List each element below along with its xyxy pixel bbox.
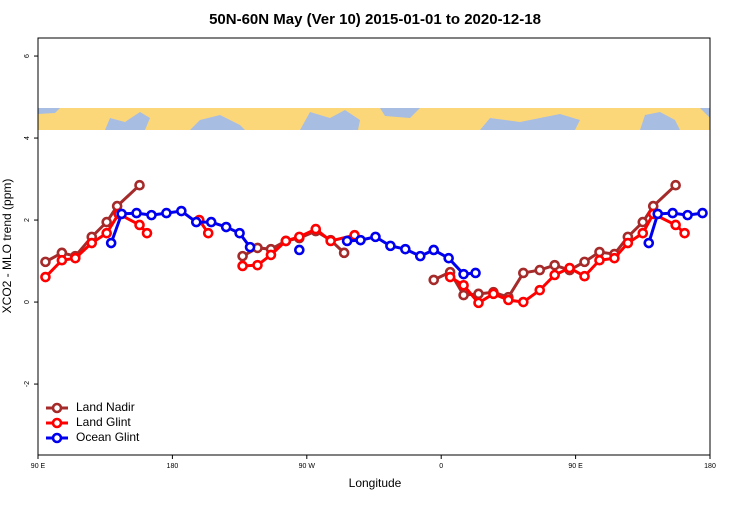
point: [428, 244, 440, 256]
point: [310, 223, 322, 235]
legend-label: Ocean Glint: [76, 430, 140, 444]
point: [503, 294, 514, 306]
y-tick-label: 0: [24, 300, 31, 304]
point: [341, 235, 353, 247]
point: [355, 234, 366, 246]
point: [134, 179, 145, 191]
point: [594, 254, 605, 266]
point: [697, 207, 708, 219]
point: [56, 254, 68, 266]
x-tick-label: 180: [167, 463, 179, 470]
point: [294, 231, 305, 243]
point: [252, 259, 263, 271]
point: [101, 227, 112, 239]
x-tick-label: 0: [439, 463, 443, 470]
point: [549, 259, 560, 271]
point: [458, 279, 469, 291]
point: [637, 216, 649, 228]
point: [549, 269, 560, 281]
point: [679, 227, 690, 239]
point: [643, 237, 655, 249]
point: [234, 227, 245, 239]
point: [622, 237, 634, 249]
point: [594, 246, 605, 258]
point: [237, 250, 248, 262]
point: [105, 237, 117, 249]
point: [400, 243, 411, 255]
series-line: [449, 211, 686, 305]
point: [518, 267, 529, 279]
point: [190, 216, 202, 228]
x-tick-label: 90 E: [31, 463, 46, 470]
point: [134, 219, 145, 231]
legend-label: Land Glint: [76, 415, 131, 429]
point: [652, 208, 664, 220]
point: [70, 252, 81, 264]
point: [579, 270, 590, 282]
x-tick-label: 180: [704, 463, 716, 470]
point: [101, 216, 112, 228]
point: [294, 244, 305, 256]
point: [338, 247, 350, 259]
legend-marker: [51, 417, 63, 429]
point: [131, 207, 142, 219]
point: [534, 264, 546, 276]
point: [470, 267, 481, 279]
point: [534, 284, 546, 296]
legend-marker: [51, 432, 63, 444]
y-tick-label: 4: [24, 136, 31, 140]
point: [414, 250, 426, 262]
y-tick-label: 6: [24, 54, 31, 58]
point: [579, 256, 590, 268]
point: [116, 208, 127, 220]
point: [161, 207, 172, 219]
series-line: [347, 235, 476, 276]
point: [205, 216, 217, 228]
point: [244, 241, 256, 253]
point: [473, 297, 484, 309]
point: [86, 237, 98, 249]
point: [458, 289, 469, 301]
point: [488, 288, 499, 300]
point: [265, 249, 277, 261]
point: [609, 252, 620, 264]
point: [682, 209, 693, 221]
x-tick-label: 90 E: [568, 463, 583, 470]
point: [141, 227, 153, 239]
point: [202, 227, 214, 239]
legend-label: Land Nadir: [76, 400, 135, 414]
chart-title: 50N-60N May (Ver 10) 2015-01-01 to 2020-…: [209, 11, 541, 28]
x-axis-label: Longitude: [349, 476, 402, 490]
point: [385, 240, 396, 252]
x-tick-label: 90 W: [299, 463, 316, 470]
point: [280, 235, 292, 247]
point: [237, 260, 248, 272]
point: [670, 219, 681, 231]
point: [443, 252, 454, 264]
legend-marker: [51, 402, 63, 414]
point: [325, 235, 336, 247]
y-tick-label: -2: [24, 381, 31, 387]
point: [40, 256, 51, 268]
point: [518, 296, 529, 308]
point: [428, 274, 440, 286]
point: [40, 271, 51, 283]
point: [564, 262, 575, 274]
point: [473, 288, 484, 300]
point: [667, 207, 678, 219]
point: [670, 179, 681, 191]
y-tick-label: 2: [24, 218, 31, 222]
point: [176, 205, 187, 217]
map-strip: [38, 108, 710, 130]
point: [444, 271, 456, 283]
point: [370, 231, 381, 243]
plot-frame: [37, 37, 711, 456]
y-axis-label: XCO2 - MLO trend (ppm): [0, 179, 14, 314]
point: [458, 268, 469, 280]
point: [220, 221, 232, 233]
point: [637, 227, 649, 239]
series-line: [433, 184, 677, 299]
point: [146, 209, 157, 221]
